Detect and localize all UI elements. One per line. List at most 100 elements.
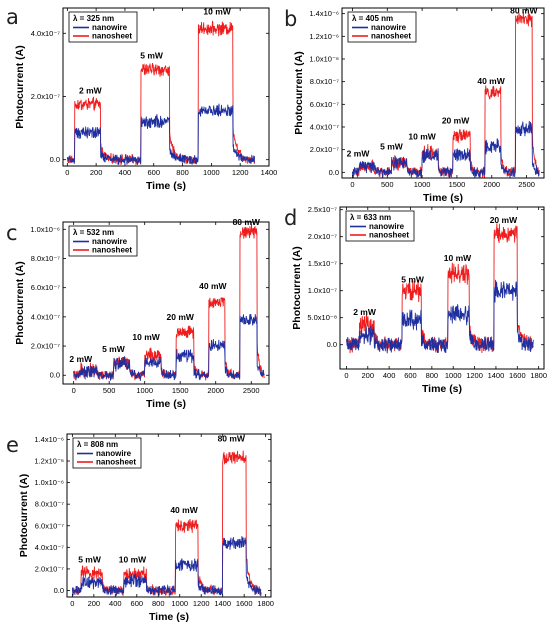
x-tick-label: 0 [350, 180, 354, 189]
legend-label-nanosheet: nanosheet [369, 231, 409, 240]
x-tick-label: 1000 [171, 599, 188, 608]
x-tick-label: 1400 [488, 371, 505, 380]
y-tick-label: 0.0 [329, 168, 339, 177]
y-tick-label: 1.0x10⁻⁶ [309, 55, 339, 64]
chart-panel-b: b 0 500 1000 1500 2000 2500 0.0 2.0x10⁻⁷ 4.0x10⁻⁷… [284, 6, 545, 204]
panel-letter-e: e [6, 433, 19, 457]
y-tick-label: 4.0x10⁻⁷ [35, 543, 64, 552]
power-annotation: 2 mW [69, 354, 93, 364]
series-line-nanowire [66, 103, 256, 165]
power-annotation: 80 mW [510, 6, 538, 16]
chart-panel-e: e 0 200 400 600 800 1000 1200 1400 1600 1800 0.0 2.0… [6, 433, 274, 623]
legend-title: λ = 405 nm [352, 14, 393, 23]
y-tick-label: 1.4x10⁻⁶ [34, 435, 64, 444]
x-tick-label: 1000 [445, 371, 462, 380]
legend-title: λ = 808 nm [77, 440, 118, 449]
panel-letter-d: d [284, 206, 297, 230]
power-annotation: 5 mW [102, 344, 126, 354]
x-tick-label: 600 [147, 168, 160, 177]
y-tick-label: 4.0x10⁻⁷ [31, 29, 60, 38]
y-axis-label: Photocurrent (A) [291, 246, 303, 329]
x-tick-label: 1800 [530, 371, 547, 380]
x-tick-label: 200 [90, 168, 103, 177]
y-tick-label: 2.0x10⁻⁷ [31, 92, 60, 101]
x-tick-label: 1400 [214, 599, 231, 608]
x-tick-label: 1200 [193, 599, 210, 608]
y-tick-label: 6.0x10⁻⁷ [310, 100, 339, 109]
power-annotation: 20 mW [167, 312, 195, 322]
legend-title: λ = 532 nm [73, 228, 114, 237]
x-tick-label: 0 [344, 371, 348, 380]
y-axis-label: Photocurrent (A) [293, 51, 305, 134]
y-tick-label: 6.0x10⁻⁷ [31, 283, 60, 292]
x-tick-label: 600 [131, 599, 144, 608]
y-tick-label: 5.0x10⁻⁸ [307, 313, 337, 322]
power-annotation: 2 mW [353, 307, 377, 317]
series-line-nanowire [351, 120, 540, 178]
x-tick-label: 400 [383, 371, 396, 380]
y-tick-label: 2.0x10⁻⁷ [308, 232, 337, 241]
legend-label-nanosheet: nanosheet [92, 32, 132, 41]
x-tick-label: 0 [70, 599, 74, 608]
y-tick-label: 8.0x10⁻⁷ [35, 500, 64, 509]
power-annotation: 5 mW [380, 142, 404, 152]
x-tick-label: 1000 [414, 180, 431, 189]
x-tick-label: 800 [176, 168, 189, 177]
x-tick-label: 2500 [518, 180, 535, 189]
panel-letter-c: c [6, 221, 18, 245]
chart-panel-c: c 0 500 1000 1500 2000 2500 0.0 2.0x10⁻⁷ 4.0x10⁻⁷… [6, 217, 270, 410]
x-tick-label: 0 [65, 168, 69, 177]
power-annotation: 20 mW [490, 215, 518, 225]
chart-panel-a: a 0 200 400 600 800 1000 1200 1400 0.0 2.0x10⁻⁷ 4.0… [6, 5, 277, 192]
x-tick-label: 800 [426, 371, 439, 380]
series-line-nanowire [73, 314, 265, 381]
plot-frame [62, 7, 270, 167]
power-annotation: 40 mW [170, 505, 198, 515]
x-tick-label: 1600 [236, 599, 253, 608]
x-tick-label: 200 [88, 599, 101, 608]
y-tick-label: 4.0x10⁻⁷ [31, 312, 60, 321]
y-tick-label: 0.0 [50, 371, 60, 380]
series-line-nanowire [71, 536, 262, 597]
legend-label-nanosheet: nanosheet [371, 32, 411, 41]
power-annotation: 2 mW [79, 85, 103, 95]
panel-letter-a: a [6, 5, 19, 29]
legend-box [72, 437, 142, 469]
y-axis-label: Photocurrent (A) [18, 474, 30, 557]
power-annotation: 40 mW [199, 281, 227, 291]
power-annotation: 10 mW [408, 131, 436, 141]
y-tick-label: 2.0x10⁻⁷ [31, 342, 60, 351]
legend-label-nanowire: nanowire [369, 222, 405, 231]
x-tick-label: 2000 [483, 180, 500, 189]
x-tick-label: 500 [103, 386, 116, 395]
chart-panel-d: d 0 200 400 600 800 1000 1200 1400 1600 1800 0.0 5.0… [284, 205, 547, 395]
power-annotation: 5 mW [140, 51, 164, 61]
x-axis-label: Time (s) [146, 398, 186, 410]
power-annotation: 80 mW [233, 217, 261, 227]
y-tick-label: 1.0x10⁻⁷ [308, 286, 337, 295]
y-tick-label: 2.5x10⁻⁷ [308, 205, 337, 214]
x-tick-label: 400 [119, 168, 132, 177]
legend-title: λ = 325 nm [73, 14, 114, 23]
x-tick-label: 1500 [449, 180, 466, 189]
y-tick-label: 1.0x10⁻⁶ [34, 478, 64, 487]
y-tick-label: 1.4x10⁻⁶ [309, 9, 339, 18]
y-tick-label: 1.5x10⁻⁷ [308, 259, 337, 268]
y-tick-label: 1.2x10⁻⁶ [34, 456, 64, 465]
power-annotation: 10 mW [444, 253, 472, 263]
y-tick-label: 0.0 [50, 155, 60, 164]
x-tick-label: 400 [109, 599, 122, 608]
series-line-nanowire [346, 279, 534, 354]
y-tick-label: 2.0x10⁻⁷ [310, 145, 339, 154]
x-tick-label: 2000 [207, 386, 224, 395]
plot-frame [339, 206, 545, 370]
power-annotation: 10 mW [119, 554, 147, 564]
series-line-nanosheet [66, 20, 256, 166]
x-tick-label: 1000 [203, 168, 220, 177]
x-tick-label: 1600 [509, 371, 526, 380]
x-tick-label: 1800 [257, 599, 274, 608]
y-tick-label: 2.0x10⁻⁷ [35, 564, 64, 573]
series-line-nanosheet [71, 450, 262, 597]
x-axis-label: Time (s) [422, 383, 462, 395]
x-tick-label: 1400 [261, 168, 278, 177]
